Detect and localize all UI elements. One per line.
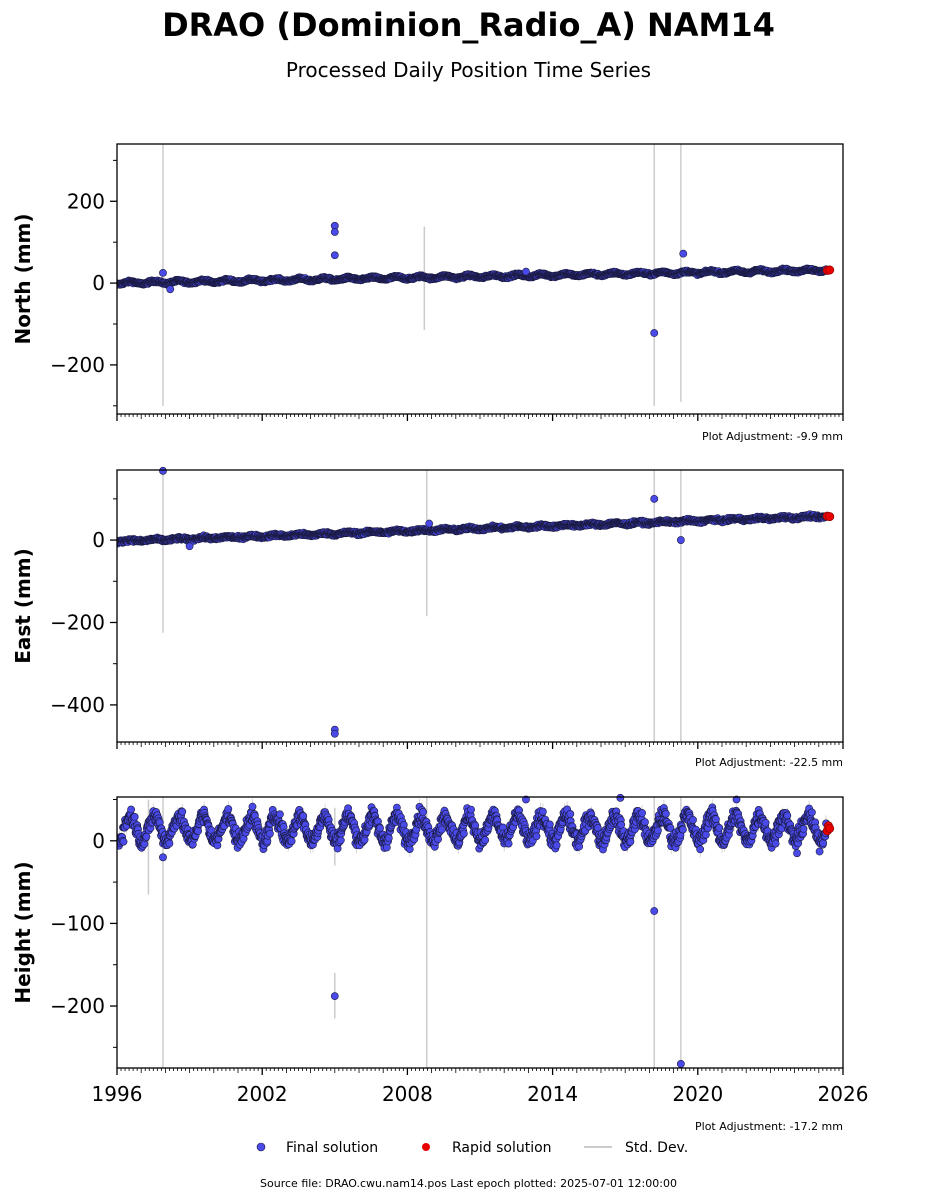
plot-area [117, 144, 830, 406]
rapid-point [825, 512, 835, 522]
panel-2: −400 −200 0 East (mm) Plot Adjustment: -22.5… [11, 466, 844, 769]
rapid-point [825, 265, 835, 275]
final-point-outlier [676, 536, 685, 544]
final-point-outlier [330, 228, 339, 236]
panel-1: −200 0 200 North (mm) Plot Adjustment: -9.9 … [11, 143, 844, 443]
final-point [224, 805, 233, 813]
final-point [248, 802, 257, 811]
y-tick-label: 0 [92, 271, 105, 295]
final-point-outlier [650, 329, 659, 337]
final-point [130, 813, 139, 821]
final-point [165, 839, 174, 848]
final-point-outlier [159, 268, 167, 277]
plot-adjustment-note: Plot Adjustment: -9.9 mm [702, 430, 843, 443]
figure-title: DRAO (Dominion_Radio_A) NAM14 [162, 6, 775, 44]
final-point-outlier [159, 466, 167, 475]
final-point [119, 837, 128, 846]
axes-frame [116, 469, 844, 743]
figure-subtitle: Processed Daily Position Time Series [285, 58, 652, 82]
final-point [127, 805, 136, 814]
final-point [299, 812, 308, 820]
final-point-outlier [522, 267, 530, 276]
y-axis-label: East (mm) [11, 548, 35, 664]
final-point-outlier [679, 249, 688, 258]
final-point-outlier [330, 729, 339, 738]
final-point [287, 837, 296, 846]
final-point-outlier [166, 285, 175, 294]
final-point-outlier [425, 519, 434, 528]
final-point-outlier [185, 542, 194, 551]
y-tick-label: −400 [50, 693, 105, 717]
final-point [336, 836, 345, 845]
final-point-outlier [330, 251, 339, 260]
y-axis-label: North (mm) [11, 213, 35, 344]
y-tick-label: −200 [50, 610, 105, 634]
final-point [275, 810, 284, 819]
plot-area [117, 797, 830, 1068]
y-tick-label: −200 [50, 353, 105, 377]
final-point [142, 832, 151, 841]
final-point [265, 829, 274, 838]
final-point-outlier [650, 494, 659, 503]
final-point [178, 807, 187, 816]
plot-adjustment-note: Plot Adjustment: -22.5 mm [695, 756, 843, 769]
y-tick-label: 200 [67, 189, 105, 213]
final-point [384, 834, 393, 842]
final-point [194, 827, 202, 835]
final-point [376, 824, 384, 833]
y-tick-label: 0 [92, 528, 105, 552]
plot-area [117, 470, 830, 742]
